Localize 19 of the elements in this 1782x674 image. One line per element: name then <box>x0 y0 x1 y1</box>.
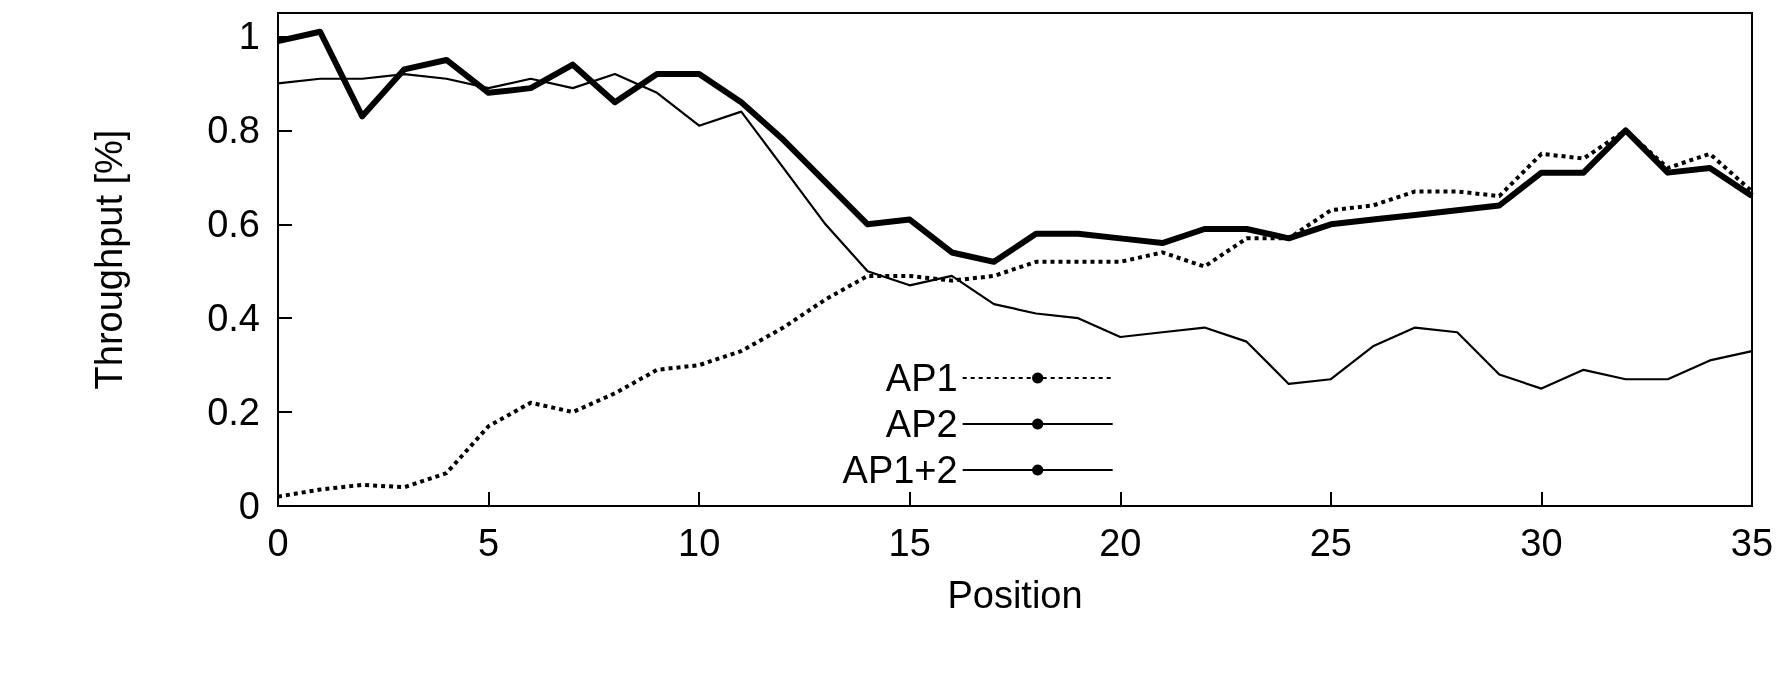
x-tick-label: 25 <box>1309 522 1352 564</box>
y-tick-label: 0 <box>238 485 260 527</box>
y-tick-label: 0.4 <box>207 297 260 340</box>
legend-label: AP1+2 <box>842 449 958 491</box>
legend-label: AP2 <box>885 403 958 445</box>
x-tick-label: 20 <box>1099 522 1142 564</box>
y-tick-label: 0.2 <box>207 391 260 434</box>
x-tick-label: 35 <box>1730 522 1774 564</box>
x-tick-label: 0 <box>267 522 289 564</box>
x-tick-label: 10 <box>678 522 721 564</box>
y-axis-title: Throughput [%] <box>88 129 130 390</box>
legend-label: AP1 <box>885 357 958 399</box>
x-tick-label: 5 <box>478 522 500 564</box>
y-tick-label: 0.6 <box>207 203 260 246</box>
x-tick-label: 30 <box>1520 522 1563 564</box>
y-tick-label: 0.8 <box>207 109 260 152</box>
y-tick-label: 1 <box>238 15 260 58</box>
x-tick-label: 15 <box>888 522 931 564</box>
x-axis-title: Position <box>947 574 1083 616</box>
